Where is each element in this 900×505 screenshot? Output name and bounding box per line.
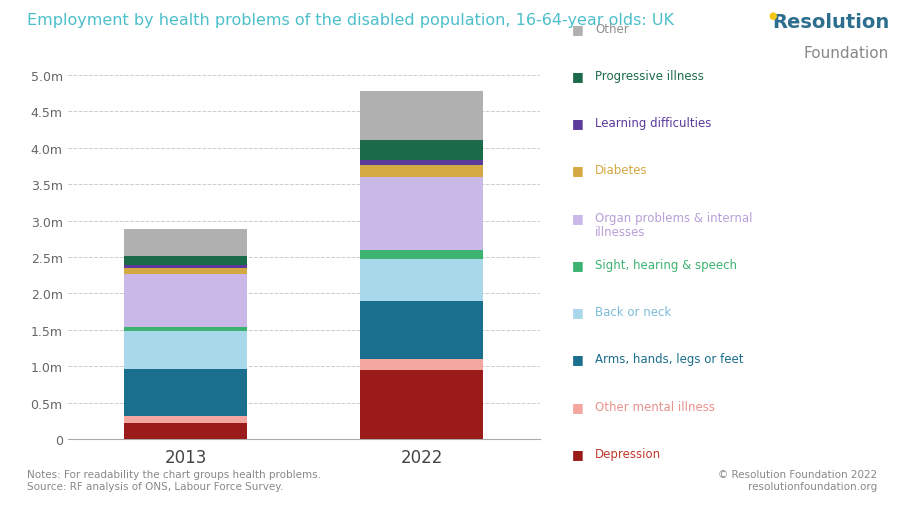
Bar bbox=[124, 257, 247, 266]
Bar bbox=[124, 266, 247, 268]
Text: ■: ■ bbox=[572, 447, 583, 460]
Bar bbox=[360, 178, 483, 250]
Bar bbox=[360, 260, 483, 301]
Text: ■: ■ bbox=[572, 23, 583, 36]
Text: Sight, hearing & speech: Sight, hearing & speech bbox=[595, 259, 737, 271]
Text: Notes: For readability the chart groups health problems.
Source: RF analysis of : Notes: For readability the chart groups … bbox=[27, 469, 321, 491]
Bar bbox=[124, 230, 247, 257]
Bar bbox=[360, 250, 483, 260]
Bar bbox=[360, 92, 483, 141]
Bar bbox=[360, 141, 483, 161]
Bar bbox=[360, 165, 483, 178]
Text: Employment by health problems of the disabled population, 16-64-year olds: UK: Employment by health problems of the dis… bbox=[27, 13, 674, 28]
Bar bbox=[124, 331, 247, 369]
Bar bbox=[360, 370, 483, 439]
Text: Learning difficulties: Learning difficulties bbox=[595, 117, 711, 130]
Bar bbox=[360, 161, 483, 165]
Text: ■: ■ bbox=[572, 259, 583, 271]
Text: Back or neck: Back or neck bbox=[595, 306, 671, 319]
Bar bbox=[360, 360, 483, 370]
Text: Diabetes: Diabetes bbox=[595, 164, 647, 177]
Bar bbox=[360, 301, 483, 360]
Text: ■: ■ bbox=[572, 352, 583, 366]
Text: Arms, hands, legs or feet: Arms, hands, legs or feet bbox=[595, 352, 743, 366]
Bar bbox=[124, 327, 247, 331]
Text: ●: ● bbox=[768, 11, 777, 21]
Text: Organ problems & internal
illnesses: Organ problems & internal illnesses bbox=[595, 211, 752, 239]
Bar bbox=[124, 423, 247, 439]
Text: Other: Other bbox=[595, 23, 628, 36]
Text: ■: ■ bbox=[572, 211, 583, 224]
Bar bbox=[124, 275, 247, 327]
Text: Progressive illness: Progressive illness bbox=[595, 70, 704, 83]
Text: Other mental illness: Other mental illness bbox=[595, 400, 715, 413]
Text: Foundation: Foundation bbox=[804, 45, 889, 61]
Text: Depression: Depression bbox=[595, 447, 661, 460]
Text: Resolution: Resolution bbox=[772, 13, 889, 32]
Text: ■: ■ bbox=[572, 306, 583, 319]
Bar bbox=[124, 268, 247, 275]
Text: ■: ■ bbox=[572, 164, 583, 177]
Bar bbox=[124, 416, 247, 423]
Text: ■: ■ bbox=[572, 400, 583, 413]
Bar bbox=[124, 369, 247, 416]
Text: © Resolution Foundation 2022
resolutionfoundation.org: © Resolution Foundation 2022 resolutionf… bbox=[718, 469, 878, 491]
Text: ■: ■ bbox=[572, 70, 583, 83]
Text: ■: ■ bbox=[572, 117, 583, 130]
